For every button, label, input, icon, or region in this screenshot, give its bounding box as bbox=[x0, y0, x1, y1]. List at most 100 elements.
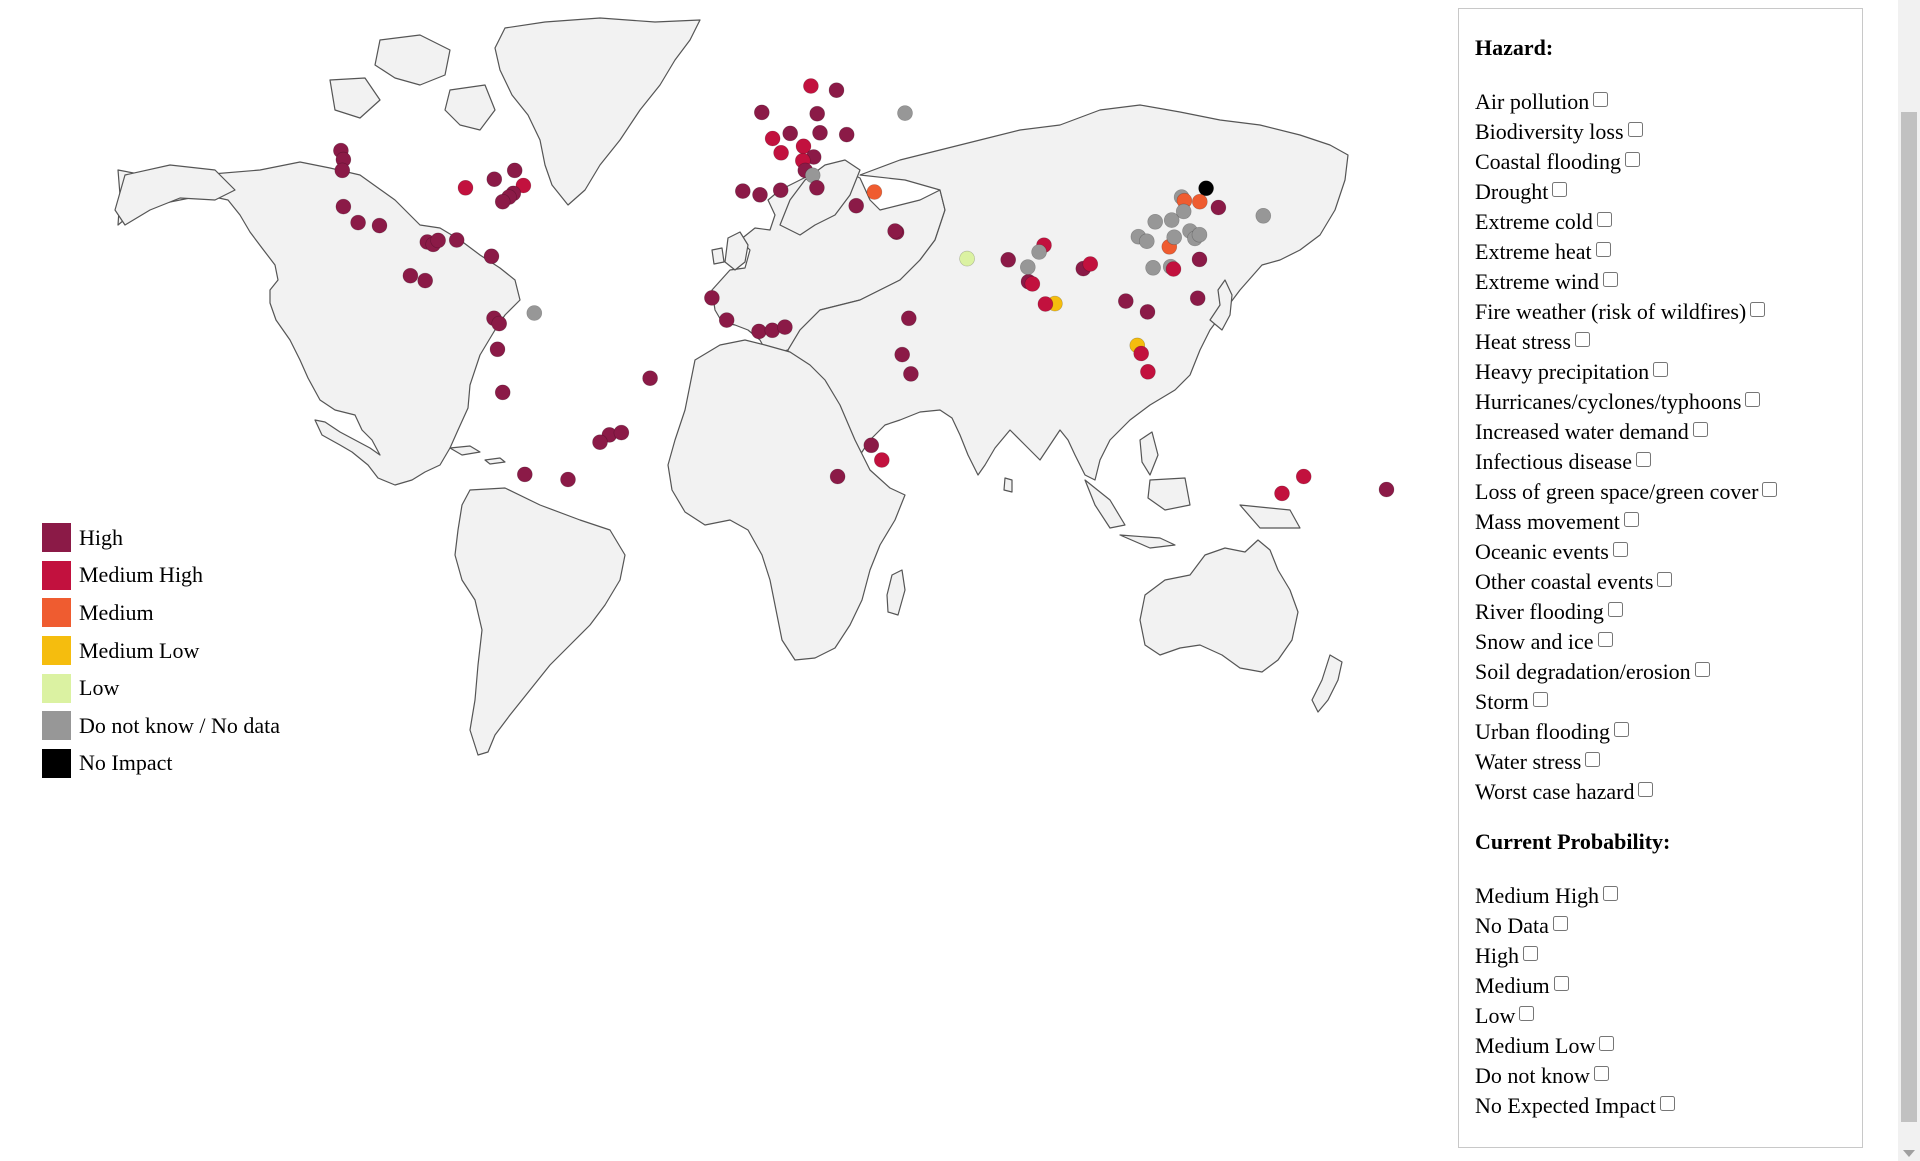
city-marker[interactable] bbox=[734, 183, 751, 199]
hazard-checkbox[interactable] bbox=[1627, 122, 1643, 137]
city-marker[interactable] bbox=[560, 471, 576, 488]
city-marker[interactable] bbox=[592, 434, 608, 451]
city-marker[interactable] bbox=[350, 214, 366, 231]
page-scrollbar[interactable] bbox=[1898, 0, 1920, 1161]
city-marker[interactable] bbox=[848, 197, 865, 214]
city-marker[interactable] bbox=[457, 180, 474, 196]
city-marker[interactable] bbox=[506, 162, 523, 179]
city-marker[interactable] bbox=[773, 145, 789, 161]
hazard-checkbox[interactable] bbox=[1607, 602, 1623, 617]
city-marker[interactable] bbox=[897, 105, 913, 121]
city-marker[interactable] bbox=[402, 267, 419, 284]
city-marker[interactable] bbox=[494, 384, 511, 401]
city-marker[interactable] bbox=[1295, 468, 1312, 485]
hazard-checkbox[interactable] bbox=[1762, 482, 1778, 497]
hazard-checkbox[interactable] bbox=[1638, 782, 1654, 797]
probability-checkbox[interactable] bbox=[1603, 886, 1619, 901]
hazard-checkbox[interactable] bbox=[1596, 212, 1612, 227]
city-marker[interactable] bbox=[1191, 251, 1208, 268]
city-marker[interactable] bbox=[491, 315, 508, 332]
city-marker[interactable] bbox=[1024, 276, 1041, 292]
city-marker[interactable] bbox=[1210, 199, 1227, 216]
hazard-checkbox[interactable] bbox=[1614, 722, 1630, 737]
hazard-checkbox[interactable] bbox=[1694, 662, 1710, 677]
city-marker[interactable] bbox=[887, 223, 903, 239]
hazard-checkbox[interactable] bbox=[1745, 392, 1761, 407]
probability-checkbox[interactable] bbox=[1552, 916, 1568, 931]
city-marker[interactable] bbox=[1175, 203, 1192, 220]
hazard-checkbox[interactable] bbox=[1692, 422, 1708, 437]
city-marker[interactable] bbox=[486, 171, 503, 187]
city-marker[interactable] bbox=[515, 177, 532, 194]
hazard-checkbox[interactable] bbox=[1636, 452, 1651, 467]
city-marker[interactable] bbox=[812, 125, 828, 141]
city-marker[interactable] bbox=[828, 82, 845, 98]
city-marker[interactable] bbox=[489, 341, 506, 358]
city-marker[interactable] bbox=[1145, 259, 1161, 276]
hazard-checkbox[interactable] bbox=[1595, 242, 1611, 257]
city-marker[interactable] bbox=[1166, 229, 1182, 245]
city-marker[interactable] bbox=[430, 232, 446, 249]
hazard-checkbox[interactable] bbox=[1597, 632, 1613, 647]
city-marker[interactable] bbox=[764, 130, 781, 147]
hazard-checkbox[interactable] bbox=[1623, 512, 1639, 527]
city-marker[interactable] bbox=[1191, 226, 1208, 243]
city-marker[interactable] bbox=[959, 250, 975, 267]
probability-checkbox[interactable] bbox=[1599, 1036, 1615, 1051]
hazard-checkbox[interactable] bbox=[1593, 92, 1609, 107]
city-marker[interactable] bbox=[1000, 251, 1017, 268]
city-marker[interactable] bbox=[777, 319, 793, 335]
hazard-checkbox[interactable] bbox=[1603, 272, 1619, 287]
city-marker[interactable] bbox=[772, 182, 789, 198]
city-marker[interactable] bbox=[334, 162, 351, 179]
probability-checkbox[interactable] bbox=[1593, 1066, 1609, 1081]
city-marker[interactable] bbox=[1255, 208, 1272, 224]
city-marker[interactable] bbox=[1133, 345, 1149, 362]
city-marker[interactable] bbox=[526, 305, 543, 321]
city-marker[interactable] bbox=[751, 323, 767, 340]
probability-checkbox[interactable] bbox=[1523, 946, 1538, 961]
city-marker[interactable] bbox=[704, 290, 720, 306]
city-marker[interactable] bbox=[803, 78, 819, 94]
city-marker[interactable] bbox=[1139, 304, 1156, 320]
hazard-checkbox[interactable] bbox=[1612, 542, 1628, 557]
city-marker[interactable] bbox=[1139, 233, 1155, 249]
city-marker[interactable] bbox=[1118, 293, 1134, 309]
world-map[interactable] bbox=[0, 0, 1400, 800]
city-marker[interactable] bbox=[642, 370, 658, 387]
city-marker[interactable] bbox=[782, 125, 799, 142]
city-marker[interactable] bbox=[1031, 244, 1047, 260]
city-marker[interactable] bbox=[718, 312, 735, 328]
city-marker[interactable] bbox=[1163, 212, 1180, 228]
city-marker[interactable] bbox=[483, 248, 500, 265]
city-marker[interactable] bbox=[1192, 193, 1208, 210]
city-marker[interactable] bbox=[371, 217, 388, 234]
city-marker[interactable] bbox=[863, 437, 880, 454]
city-marker[interactable] bbox=[838, 126, 855, 143]
city-marker[interactable] bbox=[1189, 290, 1206, 307]
city-marker[interactable] bbox=[1165, 261, 1182, 277]
hazard-checkbox[interactable] bbox=[1574, 332, 1590, 347]
hazard-checkbox[interactable] bbox=[1657, 572, 1673, 587]
city-marker[interactable] bbox=[866, 184, 883, 200]
city-marker[interactable] bbox=[809, 180, 825, 196]
city-marker[interactable] bbox=[1274, 485, 1290, 502]
hazard-checkbox[interactable] bbox=[1552, 182, 1568, 197]
scroll-down-arrow-icon[interactable] bbox=[1903, 1150, 1915, 1157]
hazard-checkbox[interactable] bbox=[1585, 752, 1601, 767]
city-marker[interactable] bbox=[809, 105, 826, 122]
city-marker[interactable] bbox=[1140, 363, 1156, 380]
city-marker[interactable] bbox=[873, 452, 890, 468]
probability-checkbox[interactable] bbox=[1519, 1006, 1535, 1021]
city-marker[interactable] bbox=[900, 310, 917, 327]
city-marker[interactable] bbox=[1020, 259, 1036, 275]
city-marker[interactable] bbox=[752, 187, 768, 203]
city-marker[interactable] bbox=[516, 466, 533, 483]
city-marker[interactable] bbox=[613, 424, 630, 441]
city-marker[interactable] bbox=[753, 104, 770, 121]
probability-checkbox[interactable] bbox=[1659, 1096, 1675, 1111]
hazard-checkbox[interactable] bbox=[1625, 152, 1641, 167]
city-marker[interactable] bbox=[903, 366, 919, 382]
scrollbar-thumb[interactable] bbox=[1901, 112, 1917, 1122]
city-marker[interactable] bbox=[1082, 256, 1099, 272]
